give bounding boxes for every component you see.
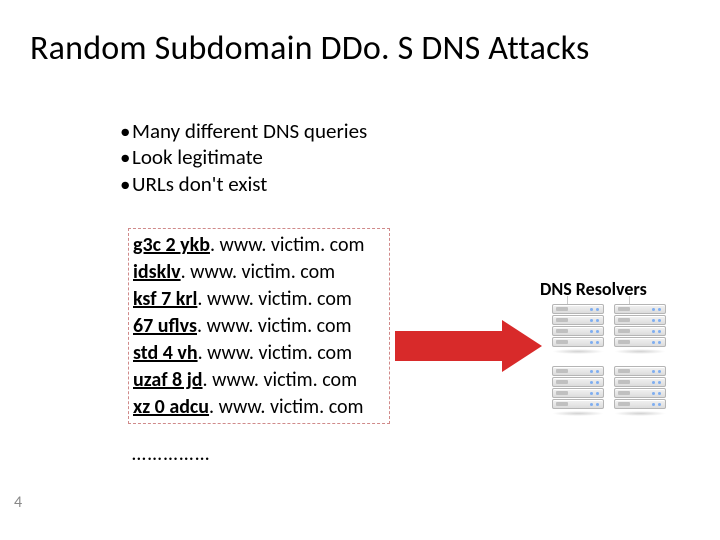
server-unit-icon [614,366,666,376]
server-unit-icon [552,326,604,336]
url-subdomain: std 4 vh [133,341,198,365]
bullet-item: •Many different DNS queries [120,118,367,144]
server-unit-icon [614,377,666,387]
server-cluster-icon [614,304,666,354]
slide-number: 4 [14,493,22,512]
shadow [614,349,666,354]
url-row: std 4 vh. www. victim. com [133,340,385,367]
shadow [552,411,604,416]
server-unit-icon [552,337,604,347]
url-rest: . www. victim. com [209,395,364,419]
url-row: ksf 7 krl. www. victim. com [133,286,385,313]
url-rest: . www. victim. com [181,260,336,284]
url-row: 67 uflvs. www. victim. com [133,313,385,340]
dns-resolvers-label: DNS Resolvers [540,278,647,300]
bullet-item: •URLs don't exist [120,171,367,197]
bullet-text: Many different DNS queries [132,118,367,144]
url-subdomain: g3c 2 ykb [133,233,210,257]
server-cluster-icon [614,366,666,416]
url-row: uzaf 8 jd. www. victim. com [133,367,385,394]
url-subdomain: 67 uflvs [133,314,197,338]
url-row: idsklv. www. victim. com [133,259,385,286]
arrow-stem [394,330,502,362]
server-unit-icon [552,388,604,398]
server-unit-icon [552,399,604,409]
server-unit-icon [552,315,604,325]
server-unit-icon [614,337,666,347]
shadow [614,411,666,416]
arrow-head [502,320,542,372]
server-unit-icon [614,326,666,336]
url-subdomain: ksf 7 krl [133,287,197,311]
url-rest: . www. victim. com [203,368,358,392]
url-row: g3c 2 ykb. www. victim. com [133,232,385,259]
server-cluster-icon [552,304,604,354]
url-row: xz 0 adcu. www. victim. com [133,394,385,421]
server-cluster-icon [552,366,604,416]
server-unit-icon [614,304,666,314]
server-unit-icon [614,315,666,325]
url-subdomain: xz 0 adcu [133,395,209,419]
url-rest: . www. victim. com [210,233,365,257]
attack-arrow-icon [394,320,542,372]
bullet-item: •Look legitimate [120,144,367,170]
server-unit-icon [552,377,604,387]
bullet-text: URLs don't exist [132,171,267,197]
ellipsis-text: …………… [132,442,211,466]
page-title: Random Subdomain DDo. S DNS Attacks [30,28,700,69]
bullet-text: Look legitimate [132,144,263,170]
url-rest: . www. victim. com [197,314,352,338]
bullet-list: •Many different DNS queries •Look legiti… [120,118,367,197]
server-unit-icon [614,388,666,398]
shadow [552,349,604,354]
url-rest: . www. victim. com [198,341,353,365]
url-subdomain: uzaf 8 jd [133,368,203,392]
server-unit-icon [552,366,604,376]
server-unit-icon [614,399,666,409]
url-example-box: g3c 2 ykb. www. victim. com idsklv. www.… [128,228,390,424]
url-rest: . www. victim. com [197,287,352,311]
server-unit-icon [552,304,604,314]
url-subdomain: idsklv [133,260,181,284]
